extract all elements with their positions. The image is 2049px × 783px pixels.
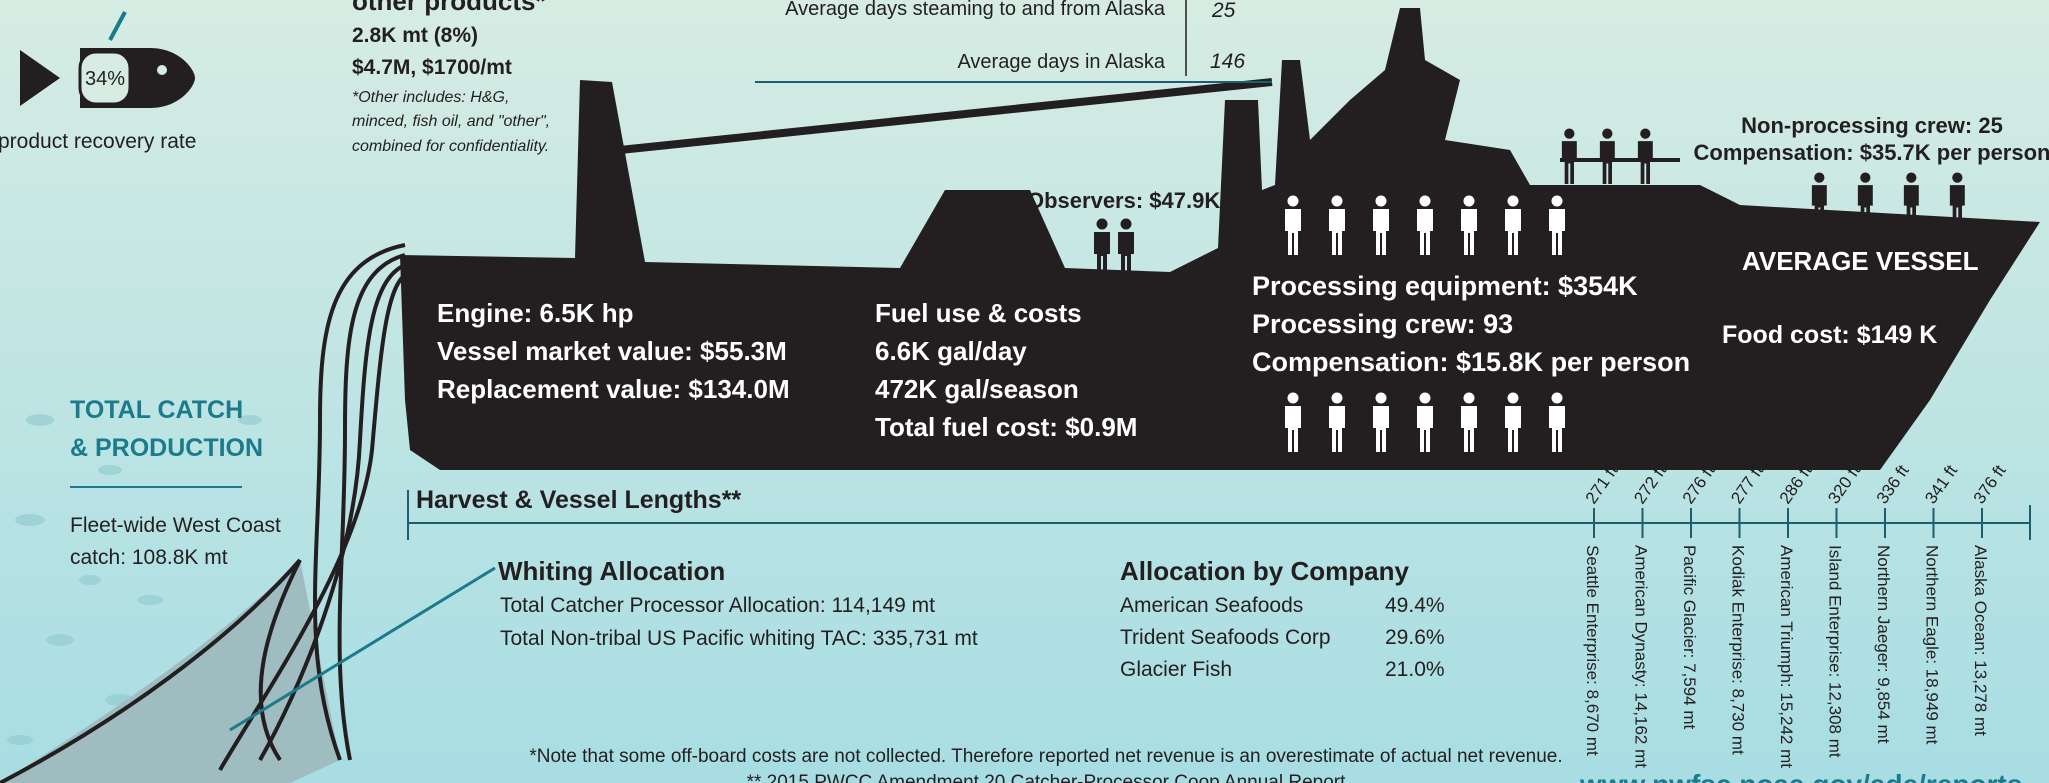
company-share: 21.0% (1385, 658, 1445, 681)
company-name: Trident Seafoods Corp (1120, 626, 1331, 649)
vessel-name: Northern Jaeger: 9,854 mt (1874, 545, 1893, 744)
processing-text: Processing crew: 93 (1252, 309, 1513, 339)
total-catch-title: & PRODUCTION (70, 434, 263, 462)
vessel-name: Alaska Ocean: 13,278 mt (1971, 545, 1990, 736)
recovery-label: product recovery rate (0, 130, 196, 153)
whiting-line: Total Catcher Processor Allocation: 114,… (500, 594, 935, 617)
other-note: combined for confidentiality. (352, 138, 549, 155)
food-cost: Food cost: $149 K (1722, 321, 1937, 349)
vessel-name: Island Enterprise: 12,308 mt (1826, 545, 1845, 758)
harvest-title: Harvest & Vessel Lengths** (416, 486, 741, 514)
catch-text: Fleet-wide West Coast (70, 514, 281, 537)
company-name: Glacier Fish (1120, 658, 1232, 681)
recovery-percent: 34% (85, 68, 125, 90)
company-share: 49.4% (1385, 594, 1445, 617)
vessel-title: AVERAGE VESSEL (1742, 246, 1979, 276)
vessel-name: American Triumph: 15,242 mt (1777, 545, 1796, 768)
engine-text: Replacement value: $134.0M (437, 374, 790, 404)
days-label: Average days steaming to and from Alaska (785, 0, 1166, 20)
crew-text: Compensation: $35.7K per person (1694, 140, 2049, 165)
vessel-name: Seattle Enterprise: 8,670 mt (1583, 545, 1602, 756)
company-share: 29.6% (1385, 626, 1445, 649)
infographic: 271 ftSeattle Enterprise: 8,670 mt272 ft… (0, 0, 2049, 783)
company-name: American Seafoods (1120, 594, 1303, 617)
engine-text: Vessel market value: $55.3M (437, 336, 787, 366)
footnote: ** 2015 PWCC Amendment 20 Catcher-Proces… (747, 772, 1347, 783)
vessel-name: Northern Eagle: 18,949 mt (1923, 545, 1942, 745)
days-label: Average days in Alaska (957, 51, 1165, 73)
catch-text: catch: 108.8K mt (70, 546, 228, 569)
observers: Observers: $47.9K (1027, 188, 1220, 213)
crew-text: Non-processing crew: 25 (1741, 113, 2003, 138)
fuel-text: 472K gal/season (875, 374, 1079, 404)
processing-text: Processing equipment: $354K (1252, 271, 1638, 301)
other-note: minced, fish oil, and "other", (352, 113, 550, 130)
fuel-text: Total fuel cost: $0.9M (875, 412, 1137, 442)
whiting-line: Total Non-tribal US Pacific whiting TAC:… (500, 627, 978, 650)
fuel-text: 6.6K gal/day (875, 336, 1027, 366)
source-url: www.nwfsc.noaa.gov/ade/reports (1579, 769, 2022, 783)
other-amount: 2.8K mt (8%) (352, 24, 478, 47)
whiting-title: Whiting Allocation (498, 556, 725, 586)
vessel-name: Kodiak Enterprise: 8,730 mt (1729, 545, 1748, 755)
company-title: Allocation by Company (1120, 556, 1409, 586)
engine-text: Engine: 6.5K hp (437, 298, 633, 328)
footnote: *Note that some off-board costs are not … (529, 746, 1562, 767)
days-value: 146 (1210, 50, 1245, 73)
days-value: 25 (1211, 0, 1236, 22)
total-catch-title: TOTAL CATCH (70, 396, 243, 424)
vessel-name: Pacific Glacier: 7,594 mt (1680, 545, 1699, 730)
processing-text: Compensation: $15.8K per person (1252, 347, 1690, 377)
other-title: other products* (352, 0, 546, 16)
fuel-text: Fuel use & costs (875, 298, 1082, 328)
vessel-name: American Dynasty: 14,162 mt (1632, 545, 1651, 768)
other-value: $4.7M, $1700/mt (352, 56, 512, 79)
other-note: *Other includes: H&G, (352, 89, 509, 106)
